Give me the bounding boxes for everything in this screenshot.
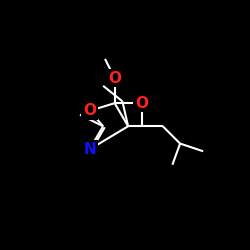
Text: O: O [135,96,148,111]
Text: O: O [108,70,121,86]
Text: N: N [83,142,96,157]
Text: O: O [83,103,96,118]
